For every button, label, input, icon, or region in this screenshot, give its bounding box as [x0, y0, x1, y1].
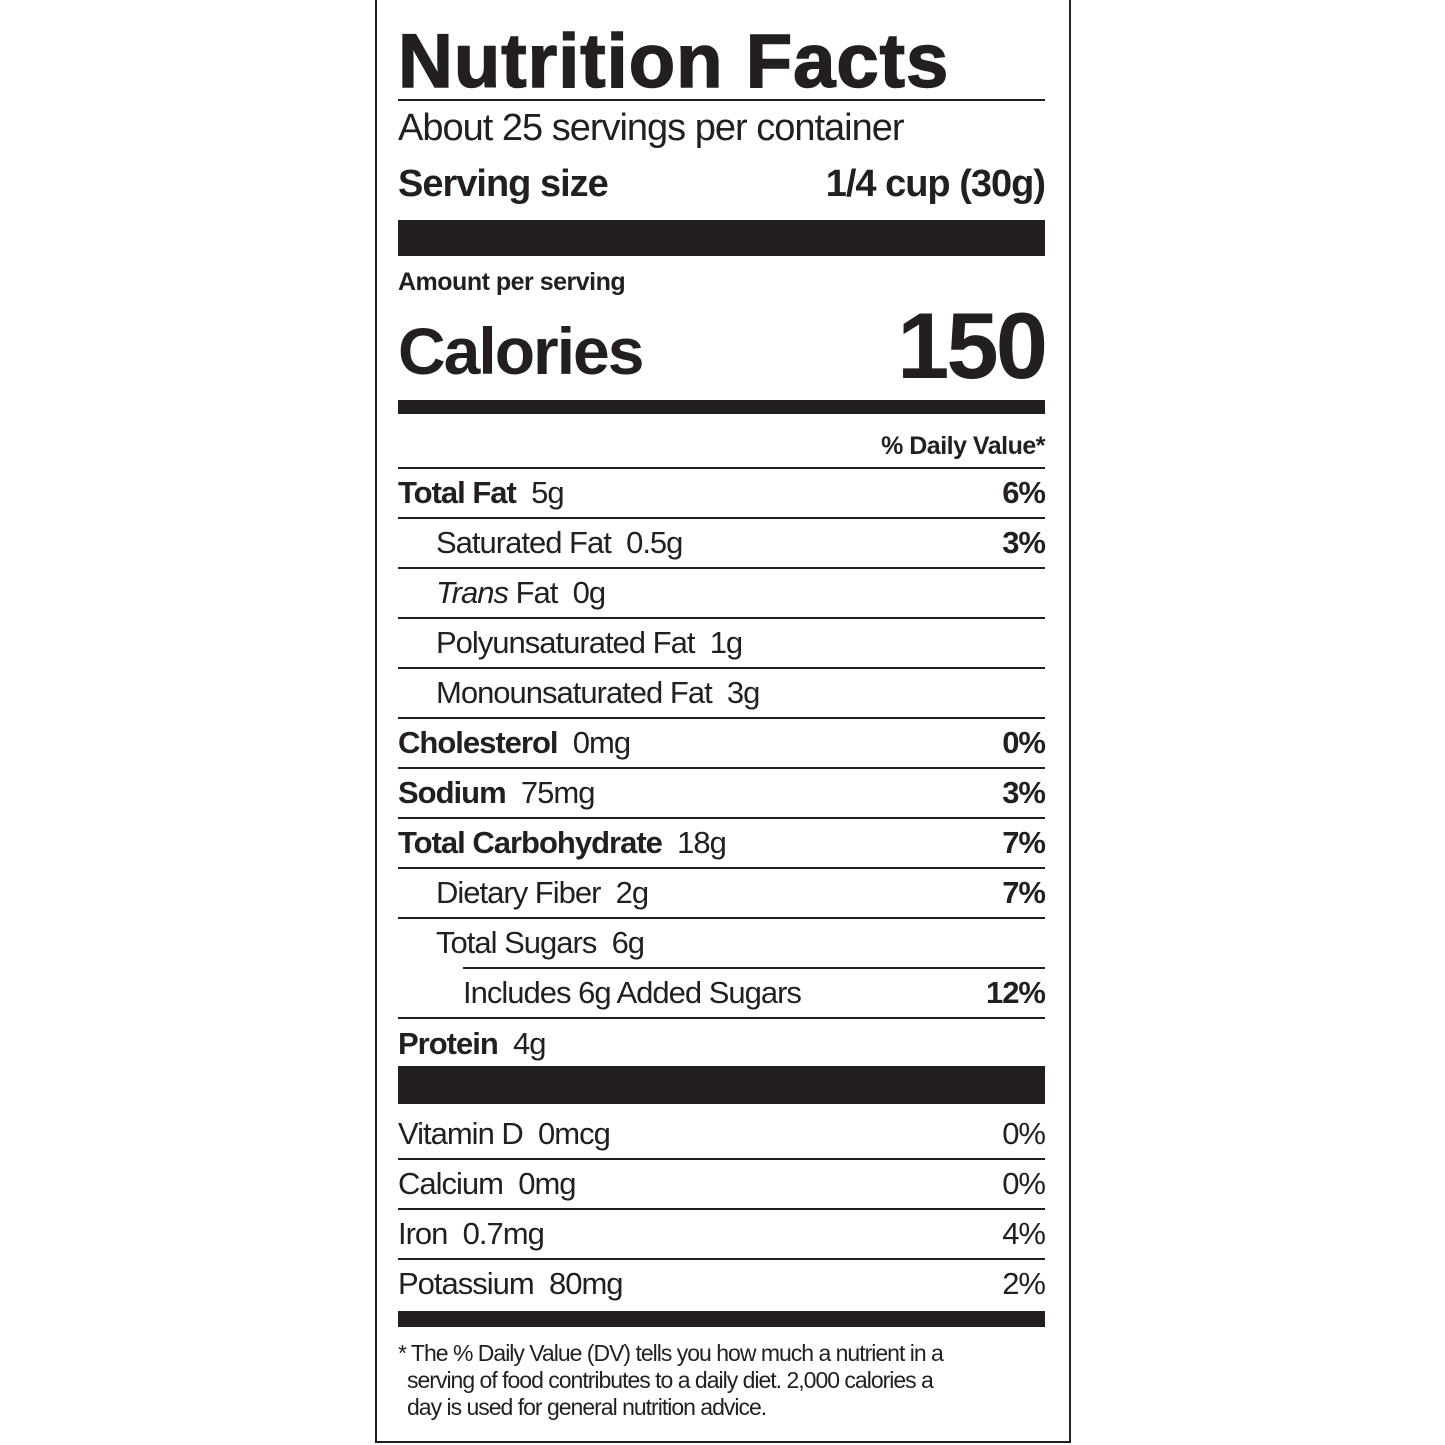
nutrient-name: Saturated Fat — [436, 525, 612, 560]
vitamin-name-cell: Vitamin D 0mcg — [398, 1116, 611, 1152]
vitamin-row: Vitamin D 0mcg 0% — [398, 1110, 1046, 1158]
vitamin-amount: 0mcg — [538, 1116, 611, 1151]
vitamin-row: Calcium 0mg 0% — [398, 1158, 1046, 1208]
nutrient-name: Sodium — [398, 775, 507, 810]
thick-divider — [398, 220, 1045, 256]
nutrient-row: Trans Fat 0g — [398, 567, 1045, 617]
nutrient-name: Trans — [436, 575, 509, 610]
nutrient-row: Polyunsaturated Fat 1g — [398, 617, 1045, 667]
nutrient-amount: 18g — [677, 825, 727, 860]
nutrient-daily-value: 3% — [1002, 525, 1046, 560]
vitamin-name: Potassium — [398, 1266, 535, 1301]
nutrient-row: Includes 6g Added Sugars 12% — [463, 967, 1046, 1017]
nutrient-amount: 5g — [531, 475, 564, 510]
nutrient-amount: 2g — [615, 875, 649, 910]
footnote: * The % Daily Value (DV) tells you how m… — [398, 1340, 1045, 1421]
title-divider — [398, 99, 1045, 101]
vitamin-list: Vitamin D 0mcg 0% Calcium 0mg 0% Iron 0.7mg 4… — [398, 1110, 1046, 1308]
nutrient-row: Total Sugars 6g — [398, 917, 1045, 967]
nutrient-name-suffix: Fat — [507, 575, 559, 610]
nutrient-row: Protein 4g — [398, 1017, 1045, 1069]
nutrient-daily-value: 0% — [1002, 725, 1046, 760]
nutrient-name: Dietary Fiber — [436, 875, 601, 910]
vitamin-row: Potassium 80mg 2% — [398, 1258, 1046, 1308]
nutrient-name-cell: Trans Fat 0g — [398, 575, 606, 611]
nutrient-daily-value: 3% — [1002, 775, 1046, 810]
nutrient-row: Sodium 75mg 3% — [398, 767, 1046, 817]
vitamin-row: Iron 0.7mg 4% — [398, 1208, 1046, 1258]
vitamin-amount: 80mg — [548, 1266, 624, 1301]
nutrient-amount: 4g — [513, 1026, 546, 1061]
medium-divider — [398, 1311, 1045, 1327]
nutrient-name-cell: Sodium 75mg — [398, 775, 596, 811]
vitamin-name-cell: Iron 0.7mg — [398, 1216, 545, 1252]
nutrient-amount: 6g — [611, 925, 645, 960]
amount-per-serving: Amount per serving — [398, 268, 626, 296]
vitamin-name: Iron — [398, 1216, 448, 1251]
vitamin-amount: 0mg — [518, 1166, 576, 1201]
nutrient-name-cell: Total Fat 5g — [398, 475, 565, 511]
nutrient-amount: 1g — [709, 625, 743, 660]
nutrient-name-cell: Polyunsaturated Fat 1g — [398, 625, 743, 661]
nutrient-amount: 0mg — [572, 725, 631, 760]
nutrient-amount: 0g — [572, 575, 606, 610]
nutrient-name: Total Fat — [398, 475, 517, 510]
vitamin-name-cell: Calcium 0mg — [398, 1166, 577, 1202]
footnote-line: day is used for general nutrition advice… — [407, 1394, 767, 1420]
nutrient-name-cell: Saturated Fat 0.5g — [398, 525, 683, 561]
daily-value-header: % Daily Value* — [881, 432, 1045, 460]
nutrient-amount: 0.5g — [626, 525, 683, 560]
nutrient-name: Monounsaturated Fat — [436, 675, 713, 710]
nutrient-row: Dietary Fiber 2g 7% — [398, 867, 1046, 917]
nutrient-name: Cholesterol — [398, 725, 559, 760]
nutrient-daily-value: 7% — [1002, 875, 1046, 910]
servings-per-container: About 25 servings per container — [398, 107, 905, 149]
nutrient-name: Polyunsaturated Fat — [436, 625, 695, 660]
serving-size-label: Serving size — [398, 163, 609, 205]
vitamin-daily-value: 4% — [1002, 1216, 1046, 1251]
nutrient-daily-value: 12% — [985, 975, 1046, 1010]
footnote-line: serving of food contributes to a daily d… — [407, 1367, 934, 1393]
medium-divider — [398, 400, 1045, 414]
nutrient-name: Protein — [398, 1026, 499, 1061]
nutrient-row: Saturated Fat 0.5g 3% — [398, 517, 1046, 567]
calories-row: Calories 150 — [398, 293, 1048, 398]
vitamin-daily-value: 2% — [1002, 1266, 1046, 1301]
nutrient-row: Total Carbohydrate 18g 7% — [398, 817, 1046, 867]
nutrient-row: Cholesterol 0mg 0% — [398, 717, 1046, 767]
nutrient-name: Includes 6g Added Sugars — [463, 975, 802, 1010]
nutrient-amount: 75mg — [520, 775, 596, 810]
nutrient-name-cell: Monounsaturated Fat 3g — [398, 675, 760, 711]
nutrient-name-cell: Cholesterol 0mg — [398, 725, 631, 761]
nutrient-name-cell: Total Carbohydrate 18g — [398, 825, 727, 861]
nutrient-daily-value: 6% — [1002, 475, 1046, 510]
nutrient-name-cell: Total Sugars 6g — [398, 925, 645, 961]
footnote-line: * The % Daily Value (DV) tells you how m… — [398, 1340, 944, 1366]
vitamin-name: Calcium — [398, 1166, 504, 1201]
nutrition-facts-label: Nutrition Facts About 25 servings per co… — [375, 0, 1071, 1443]
vitamin-amount: 0.7mg — [462, 1216, 545, 1251]
label-title: Nutrition Facts — [397, 19, 950, 104]
nutrient-name-cell: Includes 6g Added Sugars — [463, 975, 802, 1011]
nutrient-row: Total Fat 5g 6% — [398, 467, 1046, 517]
nutrient-name: Total Carbohydrate — [398, 825, 663, 860]
vitamin-name-cell: Potassium 80mg — [398, 1266, 624, 1302]
nutrient-row: Monounsaturated Fat 3g — [398, 667, 1045, 717]
serving-size: Serving size 1/4 cup (30g) — [398, 160, 1046, 208]
nutrient-name-cell: Dietary Fiber 2g — [398, 875, 649, 911]
vitamin-daily-value: 0% — [1002, 1116, 1046, 1151]
calories-value: 150 — [897, 293, 1048, 398]
nutrient-name-cell: Protein 4g — [398, 1026, 547, 1062]
nutrient-daily-value: 7% — [1002, 825, 1046, 860]
vitamin-name: Vitamin D — [398, 1116, 524, 1151]
thick-divider — [398, 1066, 1045, 1104]
vitamin-daily-value: 0% — [1002, 1166, 1046, 1201]
nutrient-list: Total Fat 5g 6% Saturated Fat 0.5g 3% Trans … — [398, 467, 1046, 1069]
nutrient-amount: 3g — [726, 675, 760, 710]
calories-label: Calories — [398, 314, 644, 388]
serving-size-value: 1/4 cup (30g) — [825, 163, 1046, 205]
nutrient-name: Total Sugars — [436, 925, 597, 960]
